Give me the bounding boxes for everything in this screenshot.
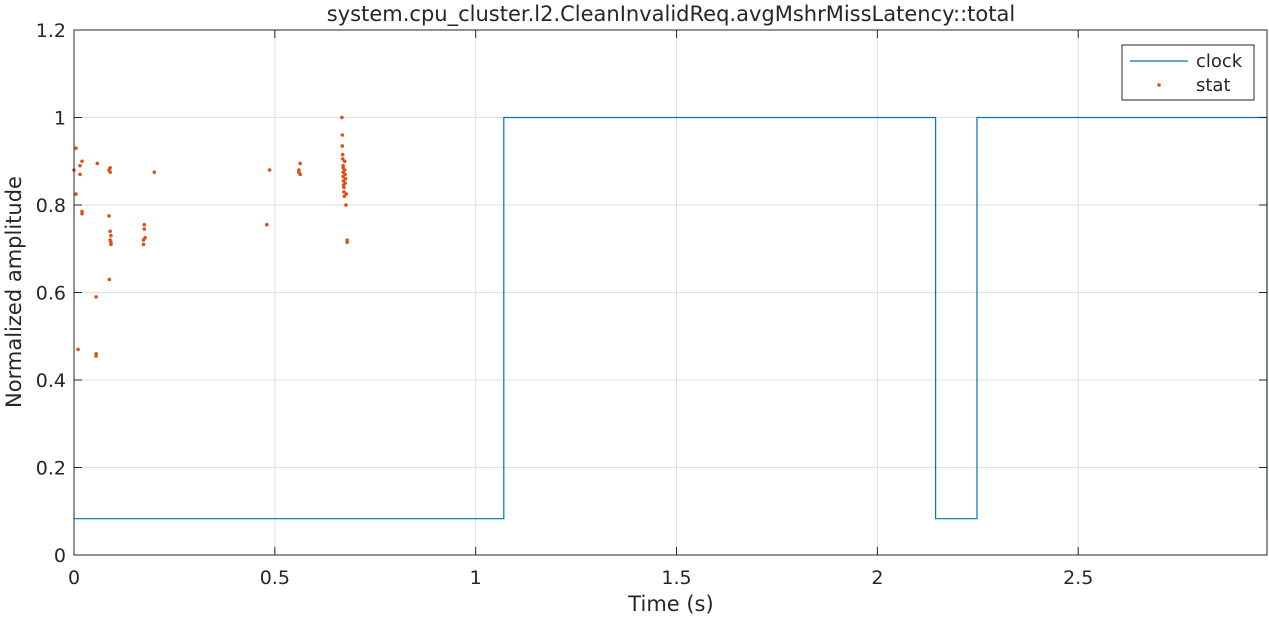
legend-box <box>1121 44 1255 101</box>
series-stat-point <box>76 347 80 352</box>
y-tick-label: 0.6 <box>36 283 66 305</box>
x-tick-label: 1.5 <box>661 567 691 589</box>
series-stat-point <box>142 222 147 227</box>
series-stat-point <box>152 170 157 174</box>
series-stat-point <box>340 115 344 120</box>
legend-label-stat: stat <box>1196 75 1231 96</box>
x-tick-label: 0.5 <box>260 567 290 589</box>
series-stat-point <box>78 163 82 168</box>
x-tick-label: 1 <box>470 567 482 589</box>
series-stat-point <box>142 227 147 231</box>
x-tick-label: 0 <box>68 567 80 589</box>
series-stat-point <box>95 161 100 166</box>
series-stat-point <box>342 159 347 164</box>
series-stat-point <box>109 240 113 244</box>
series-stat-point <box>107 277 112 282</box>
grid-lines <box>73 29 1267 556</box>
x-axis-label: Time (s) <box>627 592 713 616</box>
series-stat-point <box>143 236 147 240</box>
legend: clock stat <box>1121 44 1255 101</box>
series-stat-point <box>340 152 345 157</box>
series-stat-point <box>78 172 82 177</box>
series-stat-point <box>297 168 301 172</box>
x-tick-label: 2 <box>871 567 883 589</box>
series-stat-point <box>74 192 78 196</box>
series-stat-point <box>267 168 272 172</box>
series-stat-point <box>343 181 347 185</box>
series-stat-point <box>108 170 112 174</box>
x-tick-label: 2.5 <box>1063 567 1093 589</box>
series-stat-point <box>344 192 349 196</box>
series-stat-point <box>108 166 112 170</box>
series-stat-point <box>107 214 111 218</box>
y-axis-label: Normalized amplitude <box>2 176 26 408</box>
series-stat-point <box>80 159 84 164</box>
series-stat-point <box>108 229 112 234</box>
legend-label-clock: clock <box>1196 51 1243 72</box>
series-stat-point <box>344 203 348 207</box>
series-stat-point <box>342 185 346 190</box>
y-tick-label: 1 <box>54 108 66 130</box>
y-tick-label: 0.4 <box>36 370 66 392</box>
y-tick-label: 0 <box>54 545 66 567</box>
series-stat-point <box>343 172 347 177</box>
plot-series <box>72 115 1268 520</box>
y-axis-ticks: 0 0.2 0.4 0.6 0.8 1 1.2 <box>36 20 1267 567</box>
y-tick-label: 0.2 <box>36 458 66 480</box>
y-tick-label: 1.2 <box>36 20 66 42</box>
chart-title: system.cpu_cluster.l2.CleanInvalidReq.av… <box>327 2 1015 27</box>
series-stat-point <box>80 209 84 214</box>
series-stat-point <box>340 133 345 137</box>
series-stat-point <box>109 233 113 238</box>
series-stat-point <box>298 161 302 166</box>
series-stat-point <box>342 168 347 172</box>
y-tick-label: 0.8 <box>36 195 66 217</box>
series-stat-point <box>141 242 146 247</box>
x-axis-ticks: 0 0.5 1 1.5 2 2.5 <box>68 30 1093 589</box>
series-stat-point <box>345 240 349 244</box>
series-stat-point <box>94 295 98 299</box>
legend-swatch-stat <box>1157 83 1161 87</box>
series-stat-point <box>94 351 98 356</box>
series-stat-point <box>343 176 348 181</box>
series-stat-point <box>74 146 78 150</box>
series-clock-line <box>74 116 1268 520</box>
series-stat-point <box>340 144 345 148</box>
series-stat-point <box>342 190 346 194</box>
series-stat-point <box>298 172 302 177</box>
series-stat-point <box>265 222 269 227</box>
